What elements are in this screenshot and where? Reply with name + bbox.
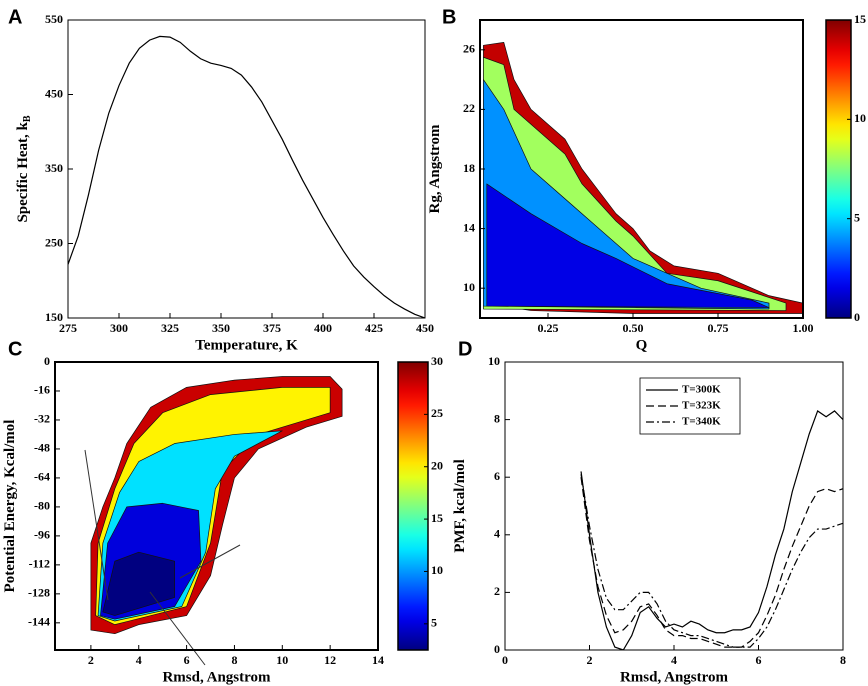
x-tick-label: 12 (324, 653, 336, 667)
colorbar-tick-label: 15 (854, 12, 866, 26)
x-tick-label: 2 (88, 653, 94, 667)
x-axis-label: Temperature, K (195, 337, 298, 353)
plot-frame (67, 19, 426, 319)
colorbar-tick-label: 10 (431, 563, 443, 577)
x-tick-label: 425 (365, 321, 383, 335)
y-axis-label-text: Rg, Angstrom (427, 124, 443, 213)
plot-frame (54, 361, 379, 651)
annotation-arrow (84, 449, 109, 601)
colorbar (397, 361, 429, 651)
x-tick-label: 10 (276, 653, 288, 667)
annotation-arrow (179, 544, 241, 579)
colorbar-tick-label: 5 (854, 210, 860, 224)
y-tick-label: 18 (463, 161, 475, 175)
y-tick-label: 0 (44, 354, 50, 368)
y-tick-label: 250 (45, 235, 63, 249)
y-tick-label: 350 (45, 161, 63, 175)
panel-label: A (8, 6, 22, 28)
data-line (580, 474, 843, 648)
y-axis-label-text: Potential Energy, Kcal/mol (2, 420, 18, 593)
y-tick-label: 8 (494, 411, 500, 425)
y-tick-label: -96 (34, 528, 50, 542)
y-tick-label: 550 (45, 12, 63, 26)
x-axis-label: Rmsd, Angstrom (620, 669, 729, 685)
x-tick-label: 6 (756, 653, 762, 667)
x-tick-label: 300 (110, 321, 128, 335)
y-tick-label: 14 (463, 220, 475, 234)
x-tick-label: 8 (840, 653, 846, 667)
y-tick-label: 6 (494, 469, 500, 483)
x-tick-label: 375 (263, 321, 281, 335)
panel-label: C (8, 338, 22, 360)
y-axis-label: Specific Heat, kB (15, 115, 33, 222)
x-tick-label: 0.50 (623, 321, 644, 335)
y-tick-label: -48 (34, 441, 50, 455)
y-tick-label: -32 (34, 412, 50, 426)
legend-label: T=300K (682, 384, 721, 396)
y-axis-label: PMF, kcal/mol (452, 459, 468, 553)
colorbar-tick-label: 5 (431, 616, 437, 630)
y-axis-label: Potential Energy, Kcal/mol (2, 420, 18, 593)
x-tick-label: 1.00 (793, 321, 814, 335)
x-tick-label: 450 (416, 321, 434, 335)
x-axis-label: Q (636, 337, 648, 353)
legend-box (639, 377, 741, 435)
x-tick-label: 6 (184, 653, 190, 667)
x-tick-label: 0.25 (538, 321, 559, 335)
x-tick-label: 8 (231, 653, 237, 667)
y-tick-label: 10 (463, 280, 475, 294)
x-tick-label: 275 (59, 321, 77, 335)
y-tick-label: -144 (28, 615, 50, 629)
x-tick-label: 0 (502, 653, 508, 667)
y-axis-label: Rg, Angstrom (427, 124, 443, 213)
x-tick-label: 14 (372, 653, 384, 667)
legend-label: T=340K (682, 416, 721, 428)
colorbar (825, 19, 852, 319)
panel-label: D (458, 338, 472, 360)
y-tick-label: 2 (494, 584, 500, 598)
colorbar-tick-label: 20 (431, 458, 443, 472)
y-axis-label-sub: B (22, 115, 33, 122)
y-tick-label: 0 (494, 642, 500, 656)
x-tick-label: 4 (671, 653, 677, 667)
y-tick-label: -128 (28, 586, 50, 600)
y-axis-label-text: PMF, kcal/mol (452, 459, 468, 553)
colorbar-tick-label: 0 (854, 310, 860, 324)
x-axis-label: Rmsd, Angstrom (162, 669, 271, 685)
colorbar-tick-label: 10 (854, 111, 866, 125)
y-tick-label: 4 (494, 527, 500, 541)
data-line (68, 35, 425, 318)
y-tick-label: 450 (45, 86, 63, 100)
data-line (580, 410, 843, 650)
colorbar-tick-label: 30 (431, 354, 443, 368)
colorbar-tick-label: 15 (431, 511, 443, 525)
contour-region (486, 183, 770, 308)
contour-region (102, 551, 175, 616)
y-tick-label: 22 (463, 101, 475, 115)
y-axis-label-text: Specific Heat, k (15, 121, 31, 222)
y-tick-label: -16 (34, 383, 50, 397)
data-line (580, 477, 843, 648)
x-tick-label: 350 (212, 321, 230, 335)
x-tick-label: 2 (587, 653, 593, 667)
y-tick-label: 10 (488, 354, 500, 368)
legend-label: T=323K (682, 400, 721, 412)
x-tick-label: 325 (161, 321, 179, 335)
x-tick-label: 4 (136, 653, 142, 667)
colorbar-tick-label: 25 (431, 406, 443, 420)
x-tick-label: 0.75 (708, 321, 729, 335)
annotation-arrow (149, 591, 206, 666)
y-tick-label: -64 (34, 470, 50, 484)
y-tick-label: -80 (34, 499, 50, 513)
y-tick-label: -112 (29, 557, 50, 571)
x-tick-label: 400 (314, 321, 332, 335)
y-tick-label: 150 (45, 310, 63, 324)
panel-label: B (442, 6, 456, 28)
y-tick-label: 26 (463, 42, 475, 56)
